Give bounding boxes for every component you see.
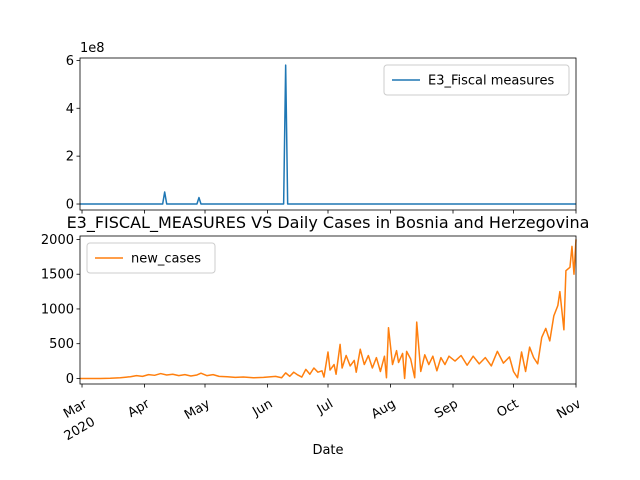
daily-cases-panel: E3_FISCAL_MEASURES VS Daily Cases in Bos… [41,213,590,458]
fiscal-measures-offset-label: 1e8 [80,41,105,56]
x-tick-label: Jul [314,397,336,418]
fiscal-measures-plot-area [80,64,576,205]
daily-cases-plot-area [80,239,577,380]
x-tick-label: Jun [249,397,275,421]
x-tick-label: Apr [125,396,153,421]
x-tick-label: May [182,396,213,423]
daily-cases-y-tick-label: 500 [49,337,74,352]
daily-cases-y-ticks: 0 500 1000 1500 2000 [41,233,80,387]
daily-cases-title: E3_FISCAL_MEASURES VS Daily Cases in Bos… [67,213,590,233]
fiscal-measures-y-tick-label: 2 [66,150,74,165]
daily-cases-y-tick-label: 1000 [41,302,74,317]
fiscal-measures-y-tick-label: 4 [66,102,74,117]
daily-cases-series-line-0 [80,239,577,380]
x-tick-label: Oct [494,397,521,421]
fiscal-measures-legend: E3_Fiscal measures [383,64,570,96]
daily-cases-legend-box [86,242,216,274]
x-tick-label: Sep [432,397,461,422]
fiscal-measures-y-tick-label: 0 [66,198,74,213]
daily-cases-legend: new_cases [86,242,216,274]
fiscal-measures-y-tick-label: 6 [66,54,74,69]
daily-cases-y-tick-label: 2000 [41,233,74,248]
fiscal-measures-y-ticks: 0 2 4 6 [66,54,80,213]
x-tick-label: Aug [369,397,398,423]
x-axis-label: Date [312,443,343,458]
fiscal-measures-x-ticks [81,210,577,214]
fiscal-measures-legend-label: E3_Fiscal measures [428,74,554,89]
fiscal-measures-panel: 0 2 4 6 1e8 E3_Fiscal measures [66,41,577,214]
fiscal-measures-legend-box [383,64,570,96]
daily-cases-legend-label: new_cases [131,252,201,267]
x-tick-label: Nov [554,396,584,422]
daily-cases-y-tick-label: 0 [66,372,74,387]
daily-cases-y-tick-label: 1500 [41,268,74,283]
fiscal-measures-series-line-0 [80,64,576,205]
